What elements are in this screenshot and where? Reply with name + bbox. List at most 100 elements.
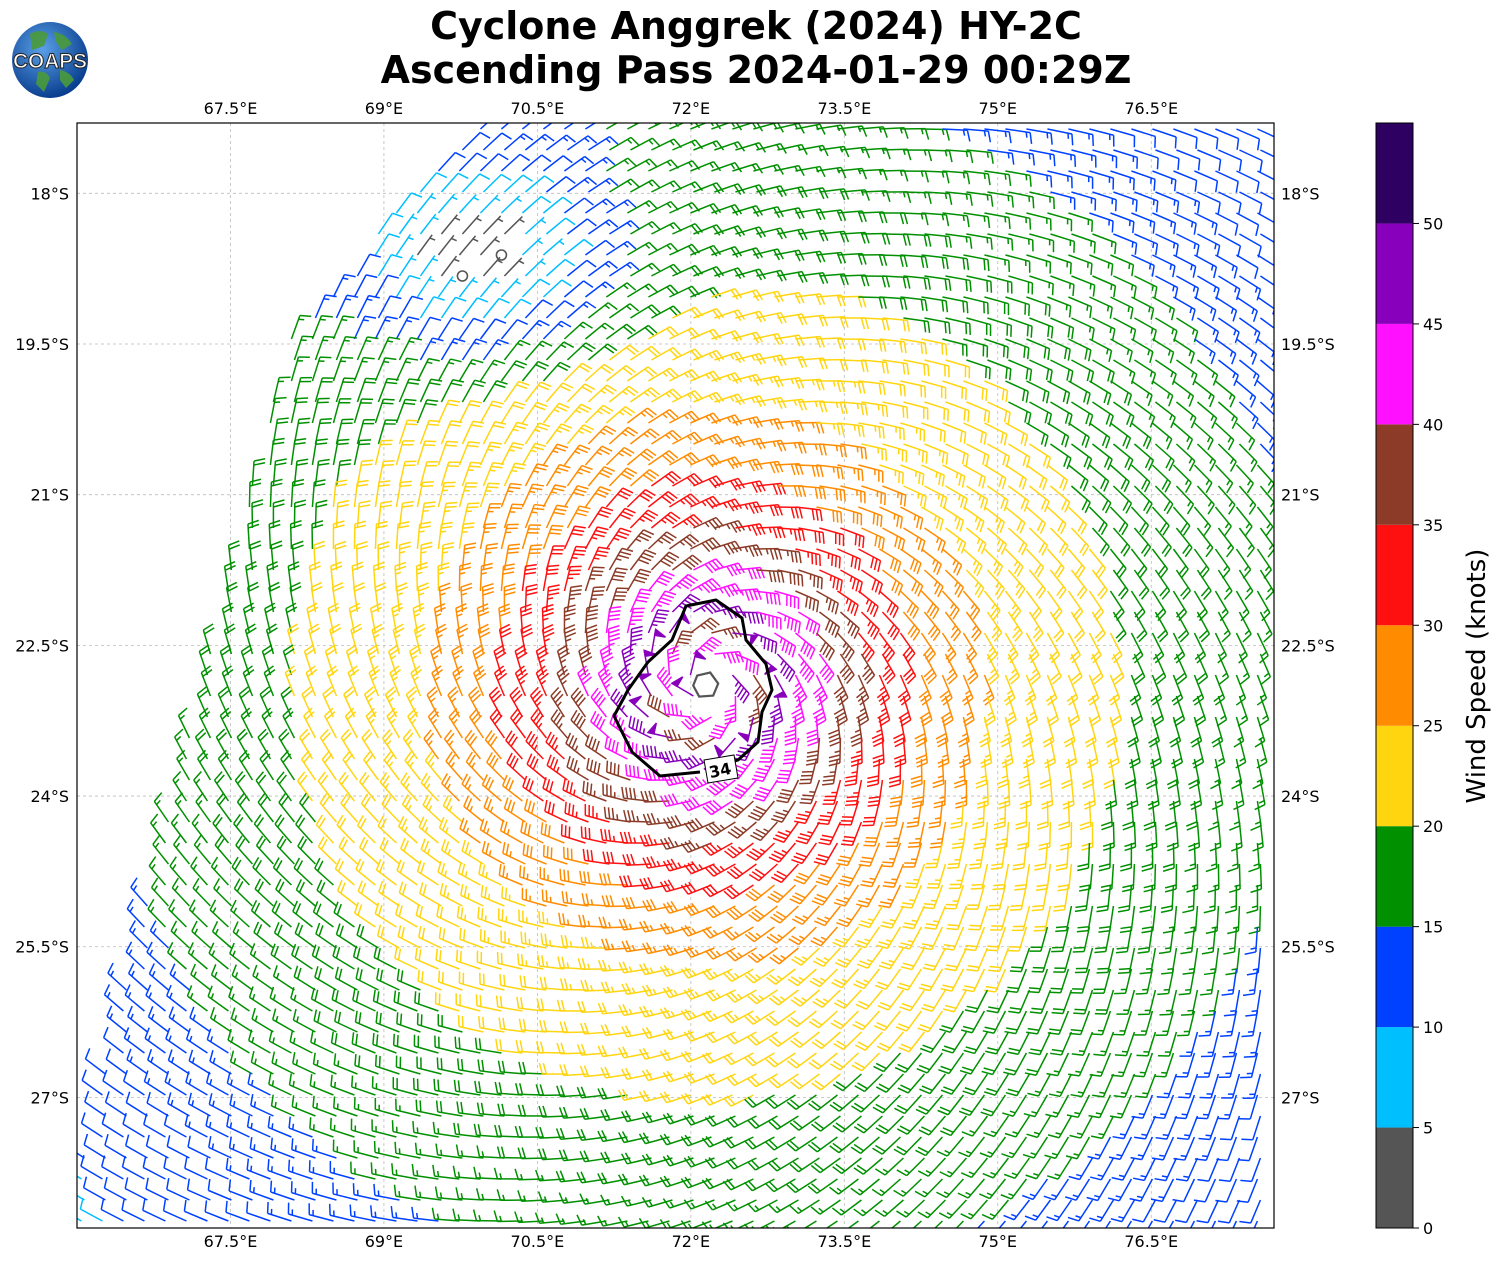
wind-barb bbox=[816, 380, 846, 393]
wind-barb bbox=[1217, 359, 1239, 387]
wind-barb bbox=[1110, 338, 1133, 363]
wind-barb bbox=[966, 317, 992, 336]
wind-barb bbox=[882, 233, 911, 246]
wind-barb bbox=[332, 315, 355, 340]
wind-barb bbox=[1110, 212, 1135, 234]
wind-barb bbox=[1172, 422, 1194, 450]
wind-barb bbox=[567, 135, 598, 151]
wind-barb bbox=[482, 380, 508, 403]
wind-barb bbox=[921, 254, 949, 270]
wind-barb bbox=[293, 376, 313, 403]
wind-barb bbox=[608, 426, 639, 445]
wind-barb bbox=[648, 284, 679, 298]
wind-barb bbox=[503, 380, 530, 403]
wind-barb bbox=[353, 274, 378, 298]
wind-barb bbox=[503, 298, 532, 319]
wind-barb bbox=[879, 338, 907, 354]
wind-barb bbox=[545, 382, 574, 403]
wind-barb bbox=[626, 407, 657, 424]
wind-barb bbox=[924, 359, 950, 378]
wind-barb bbox=[903, 149, 933, 162]
wind-barb bbox=[1134, 191, 1159, 213]
wind-barb bbox=[609, 136, 640, 151]
wind-barb bbox=[314, 418, 332, 445]
wind-barb bbox=[1173, 212, 1197, 235]
wind-barb bbox=[714, 141, 746, 152]
wind-barb bbox=[585, 198, 616, 214]
lat-tick-label: 27°S bbox=[30, 1088, 69, 1107]
wind-barb bbox=[945, 233, 973, 249]
wind-barb bbox=[963, 380, 988, 402]
wind-barb bbox=[482, 132, 512, 151]
wind-barb bbox=[651, 221, 682, 235]
wind-barb bbox=[482, 173, 512, 193]
wind-barb bbox=[1259, 317, 1274, 329]
wind-barb bbox=[545, 134, 576, 151]
wind-barb bbox=[1047, 422, 1070, 448]
wind-barb bbox=[1113, 317, 1137, 341]
wind-barb bbox=[1029, 233, 1055, 253]
wind-barb bbox=[545, 423, 573, 445]
lon-tick-label: 75°E bbox=[979, 1232, 1017, 1251]
wind-barb bbox=[879, 380, 906, 397]
wind-barb bbox=[564, 123, 575, 130]
wind-barb bbox=[500, 153, 531, 172]
wind-barb bbox=[290, 397, 309, 424]
wind-barb bbox=[966, 233, 993, 250]
wind-barb bbox=[879, 422, 905, 441]
wind-barb bbox=[587, 384, 617, 403]
wind-barb bbox=[711, 161, 743, 173]
wind-barb bbox=[900, 212, 929, 226]
lat-tick-label: 27°S bbox=[1281, 1088, 1320, 1107]
wind-barb bbox=[714, 393, 746, 406]
wind-barb bbox=[314, 377, 334, 403]
wind-barb bbox=[290, 356, 310, 382]
wind-barb bbox=[1005, 338, 1030, 360]
wind-barb bbox=[861, 443, 888, 461]
wind-barb bbox=[777, 313, 808, 326]
wind-barb bbox=[542, 361, 571, 382]
wind-barb bbox=[353, 398, 374, 424]
wind-barb bbox=[693, 224, 725, 236]
wind-barb bbox=[711, 203, 743, 216]
wind-barb bbox=[1175, 359, 1198, 386]
wind-barb bbox=[437, 234, 457, 256]
wind-barb bbox=[1197, 191, 1221, 214]
wind-barb bbox=[900, 380, 927, 398]
wind-barb bbox=[774, 291, 805, 304]
wind-barb bbox=[630, 262, 661, 277]
wind-barb bbox=[1175, 401, 1197, 429]
wind-barb bbox=[1092, 191, 1117, 212]
wind-barb bbox=[1008, 317, 1033, 338]
wind-barb bbox=[440, 214, 461, 235]
wind-barb bbox=[1109, 422, 1132, 449]
wind-barb bbox=[1260, 233, 1274, 243]
wind-barb bbox=[1218, 317, 1240, 344]
wind-barb bbox=[377, 336, 401, 361]
wind-barb bbox=[714, 435, 746, 448]
wind-barb bbox=[606, 199, 637, 214]
lat-tick-label: 24°S bbox=[1281, 787, 1320, 806]
wind-barb bbox=[1131, 170, 1156, 191]
wind-barb bbox=[714, 267, 746, 280]
wind-barb bbox=[605, 406, 636, 424]
wind-barb bbox=[774, 334, 805, 347]
lon-tick-label: 73.5°E bbox=[817, 1232, 871, 1251]
wind-barb bbox=[903, 233, 932, 247]
logo-text: COAPS bbox=[13, 50, 87, 73]
wind-barb bbox=[1235, 338, 1258, 365]
wind-barb bbox=[524, 381, 552, 403]
wind-barb bbox=[606, 282, 637, 298]
wind-barb bbox=[837, 380, 866, 394]
wind-barb bbox=[374, 398, 395, 424]
wind-barb bbox=[524, 340, 553, 361]
wind-barb bbox=[1113, 191, 1138, 212]
wind-barb bbox=[1257, 212, 1274, 224]
wind-barb bbox=[630, 179, 661, 193]
wind-barb bbox=[584, 239, 616, 256]
wind-barb bbox=[1026, 380, 1050, 404]
wind-barb bbox=[521, 360, 549, 382]
wind-barb bbox=[1029, 443, 1052, 469]
wind-barb bbox=[630, 221, 661, 235]
wind-barb bbox=[1050, 317, 1075, 340]
